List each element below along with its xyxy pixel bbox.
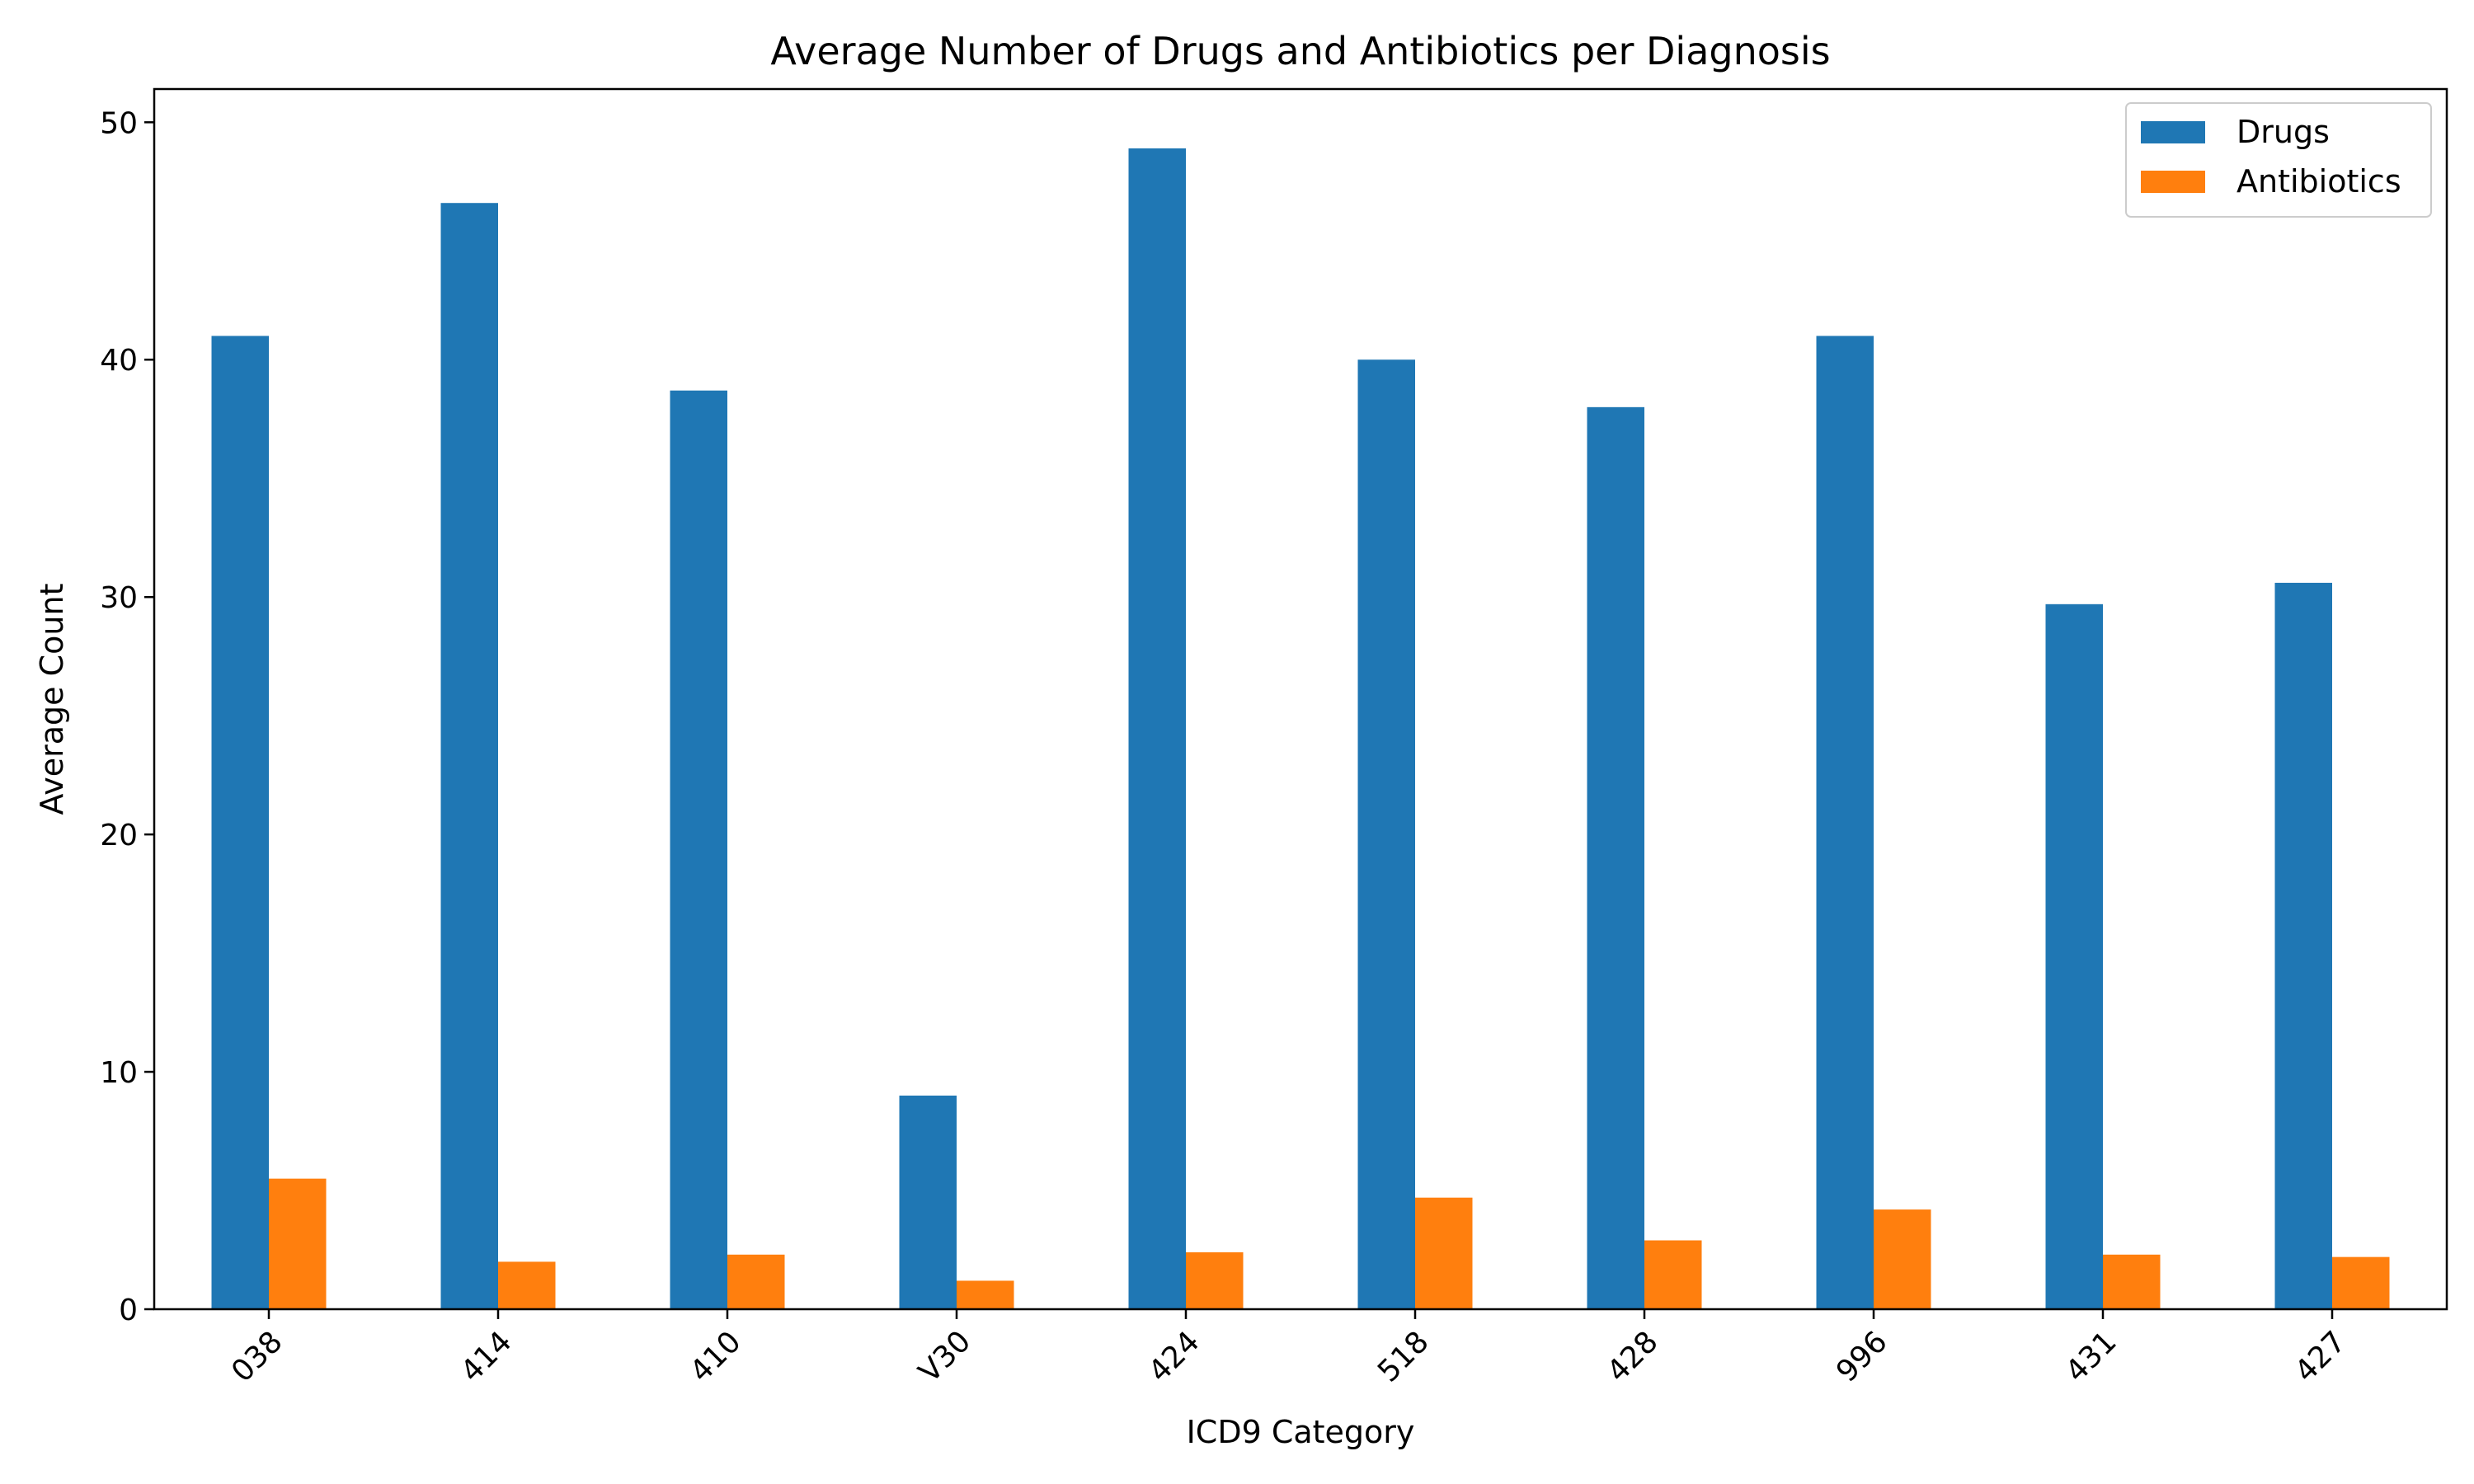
bar-drugs-V30 [899, 1095, 957, 1309]
bar-drugs-428 [1587, 406, 1644, 1310]
bar-antibiotics-038 [269, 1178, 327, 1309]
bar-drugs-410 [670, 390, 727, 1310]
y-tick-label: 40 [100, 344, 138, 378]
bar-antibiotics-V30 [957, 1280, 1014, 1309]
legend-swatch-antibiotics [2141, 171, 2205, 193]
bar-drugs-996 [1816, 336, 1874, 1309]
bar-drugs-414 [440, 203, 498, 1310]
bar-antibiotics-428 [1644, 1240, 1702, 1309]
bar-antibiotics-414 [498, 1261, 556, 1309]
legend-label-drugs: Drugs [2236, 114, 2330, 150]
bar-antibiotics-410 [727, 1254, 785, 1309]
y-tick-label: 30 [100, 581, 138, 615]
bar-drugs-427 [2274, 582, 2332, 1309]
bar-drugs-518 [1357, 359, 1415, 1309]
y-tick-label: 20 [100, 819, 138, 852]
bar-antibiotics-996 [1874, 1209, 1931, 1309]
bar-antibiotics-424 [1186, 1252, 1244, 1309]
y-tick-label: 0 [119, 1294, 138, 1327]
bar-antibiotics-518 [1415, 1197, 1473, 1309]
y-tick-label: 50 [100, 106, 138, 140]
bar-drugs-038 [211, 336, 269, 1309]
bar-drugs-424 [1128, 148, 1186, 1310]
legend-swatch-drugs [2141, 121, 2205, 143]
legend: Drugs Antibiotics [2125, 102, 2432, 218]
legend-label-antibiotics: Antibiotics [2236, 163, 2401, 200]
y-axis-label: Average Count [34, 584, 70, 815]
bar-drugs-431 [2045, 603, 2103, 1309]
bar-antibiotics-431 [2103, 1254, 2161, 1309]
x-axis-label: ICD9 Category [1187, 1414, 1415, 1450]
bar-antibiotics-427 [2332, 1256, 2390, 1309]
bars-group [211, 148, 2390, 1310]
y-tick-label: 10 [100, 1056, 138, 1090]
plot-frame [153, 87, 2448, 1311]
y-axis: 0 10 20 30 40 50 [100, 106, 154, 1327]
chart-title: Average Number of Drugs and Antibiotics … [770, 29, 1830, 73]
